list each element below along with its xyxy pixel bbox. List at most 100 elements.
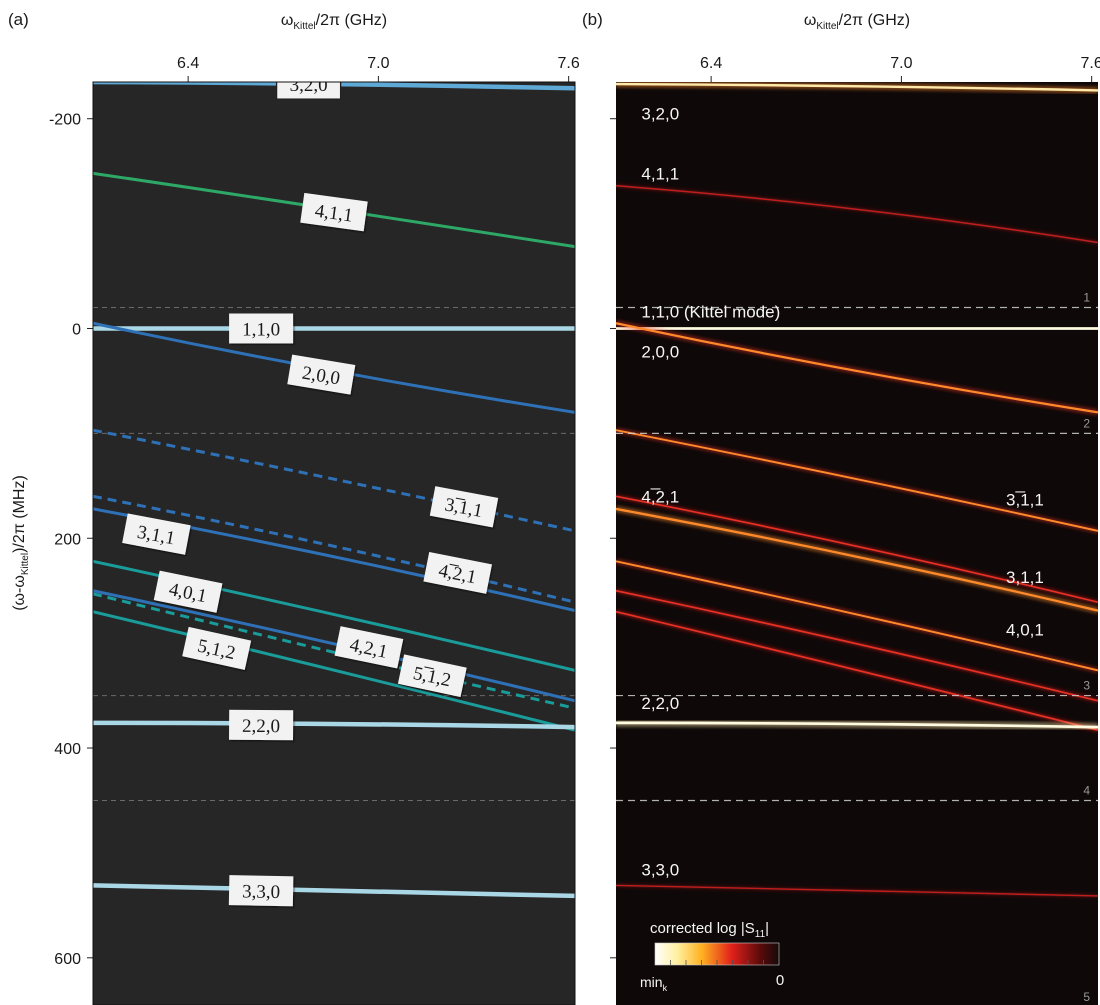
x-tick-label: 7.6 — [1081, 55, 1100, 72]
label-box — [229, 313, 294, 344]
heatmap-trace — [616, 588, 1098, 704]
trace-core — [616, 884, 1098, 897]
label-text: 2,2,0 — [242, 716, 280, 737]
trace-core — [616, 495, 1098, 604]
mode-label: 2,0,0 — [641, 343, 679, 362]
label-box — [275, 82, 342, 100]
trace-core — [616, 322, 1098, 414]
panel-b-heatmap-traces — [616, 82, 1098, 898]
heatmap-trace — [616, 609, 1098, 733]
mode-label: 2,2,0 — [641, 694, 679, 713]
label-box — [153, 570, 223, 613]
heatmap-trace — [616, 505, 1098, 614]
y-tick-label: -200 — [49, 112, 81, 129]
colorbar-title: corrected log |S11| — [650, 920, 769, 940]
label-box — [287, 354, 356, 395]
mode-label: 3,2,0 — [275, 75, 342, 100]
label-text: 4,1,1 — [314, 201, 354, 227]
trace-core — [616, 82, 1098, 92]
mode-label: 4,2,1 — [334, 626, 404, 669]
panel-a-x-axis-label: ωKittel/2π (GHz) — [281, 12, 387, 32]
mode-label: 4,̅2,1 — [641, 487, 679, 506]
label-box — [228, 875, 294, 907]
mode-label: 4,̅2,1 — [423, 551, 493, 594]
region-number: 2 — [1083, 416, 1090, 430]
mode-label: 4,1,1 — [300, 192, 368, 232]
label-box — [423, 551, 493, 594]
series-line — [93, 428, 575, 533]
panel-a-frame — [92, 81, 576, 1005]
panel-b-mode-labels: 3,2,0 4,1,1 1,1,0 (Kittel mode) 2,0,0 4,̅2,1… — [641, 104, 1043, 879]
heatmap-trace — [616, 719, 1098, 731]
panel-b-x-ticks: 6.4 7.0 7.6 — [700, 55, 1100, 82]
y-tick-label: 0 — [72, 321, 81, 338]
series-line — [93, 494, 575, 604]
label-text: 3,2,0 — [290, 75, 328, 96]
panel-b-heatmap-background — [616, 82, 1098, 1005]
mode-label: 3,̅1,1 — [429, 486, 499, 528]
series-line — [93, 589, 575, 703]
panel-b-y-ticks — [610, 118, 616, 959]
mode-label: 1,1,0 (Kittel mode) — [641, 303, 780, 322]
heatmap-trace — [616, 558, 1098, 673]
mode-label: 5,̅1,2 — [397, 654, 467, 698]
heatmap-trace — [616, 493, 1098, 605]
x-tick-label: 6.4 — [177, 55, 199, 72]
x-tick-label: 7.0 — [367, 55, 389, 72]
label-box — [228, 709, 294, 741]
trace-core — [616, 610, 1098, 732]
x-tick-label: 6.4 — [700, 55, 722, 72]
y-tick-label: 200 — [54, 531, 81, 548]
trace-core — [616, 507, 1098, 612]
label-box — [429, 486, 499, 528]
heatmap-trace — [616, 183, 1098, 245]
panel-a: (a) ωKittel/2π (GHz) 6.4 7.0 7.6 -200 0 200 4… — [8, 10, 580, 1005]
series-line — [93, 559, 575, 672]
trace-core — [616, 560, 1098, 672]
panel-a-x-ticks: 6.4 7.0 7.6 — [177, 55, 580, 82]
panel-b: (b) ωKittel/2π (GHz) 6.4 7.0 7.6 1 2 3 4 5 3,2… — [582, 10, 1100, 1005]
mode-label: 2,2,0 — [228, 709, 294, 741]
trace-core — [616, 429, 1098, 532]
series-line — [93, 720, 575, 730]
series-line — [93, 592, 575, 710]
panel-a-mode-labels: 3,2,0 4,1,1 1,1,0 2,0,0 3,̅1,1 3,1,1 4,̅2,1 4,0… — [122, 75, 499, 907]
panel-a-letter: (a) — [8, 10, 29, 29]
mode-label: 3,̅1,1 — [1006, 490, 1044, 509]
region-number: 4 — [1083, 783, 1090, 797]
label-box — [182, 626, 252, 670]
label-box — [397, 654, 467, 698]
panel-b-x-axis-label: ωKittel/2π (GHz) — [804, 12, 910, 32]
y-tick-label: 600 — [54, 951, 81, 968]
label-box — [122, 513, 191, 555]
heatmap-trace — [616, 883, 1098, 898]
region-number: 3 — [1083, 679, 1090, 693]
colorbar-max-label: 0 — [776, 972, 784, 989]
mode-label: 3,2,0 — [641, 104, 679, 123]
mode-label: 2,0,0 — [287, 354, 356, 395]
heatmap-trace — [616, 427, 1098, 534]
region-number: 1 — [1083, 291, 1090, 305]
panel-b-region-numbers: 1 2 3 4 5 — [1083, 291, 1090, 1004]
mode-label: 4,0,1 — [1006, 621, 1044, 640]
series-line — [93, 610, 575, 732]
mode-label: 1,1,0 — [229, 313, 294, 344]
panel-b-colorbar: corrected log |S11| mink 0 — [640, 920, 784, 993]
mode-label: 5,1,2 — [182, 626, 252, 670]
mode-label: 3,1,1 — [1006, 568, 1044, 587]
panel-b-letter: (b) — [582, 10, 603, 29]
mode-label: 3,3,0 — [228, 875, 294, 907]
label-text: 3,3,0 — [242, 881, 280, 903]
y-tick-label: 400 — [54, 741, 81, 758]
colorbar-min-label: mink — [640, 974, 668, 993]
trace-core — [616, 721, 1098, 729]
panel-b-reference-lines — [616, 306, 1098, 802]
heatmap-trace — [616, 82, 1098, 94]
x-tick-label: 7.0 — [890, 55, 912, 72]
panel-a-y-ticks: -200 0 200 400 600 — [49, 112, 93, 968]
x-tick-label: 7.6 — [558, 55, 580, 72]
label-box — [334, 626, 404, 669]
mode-label: 4,1,1 — [641, 164, 679, 183]
mode-label: 3,3,0 — [641, 861, 679, 880]
